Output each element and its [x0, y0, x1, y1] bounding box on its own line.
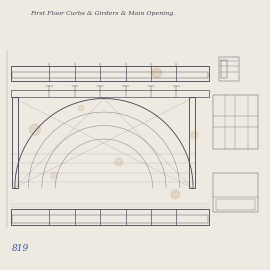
Text: 819: 819 [12, 244, 29, 253]
Circle shape [115, 158, 123, 166]
Bar [11, 209, 209, 225]
Text: First Floor Curbs & Girders & Main Opening.: First Floor Curbs & Girders & Main Openi… [30, 11, 175, 16]
Bar [11, 66, 209, 81]
Circle shape [51, 172, 57, 179]
Bar [12, 215, 208, 223]
Circle shape [78, 105, 84, 111]
Bar [213, 94, 258, 149]
Bar [11, 90, 209, 97]
Circle shape [152, 68, 161, 78]
Bar [216, 199, 255, 210]
Bar [213, 173, 258, 212]
Bar [219, 57, 239, 81]
Bar [12, 97, 18, 188]
Circle shape [191, 131, 198, 139]
Circle shape [171, 190, 180, 199]
Bar [221, 60, 227, 78]
Bar [12, 72, 208, 78]
Bar [189, 97, 195, 188]
Circle shape [30, 124, 40, 135]
